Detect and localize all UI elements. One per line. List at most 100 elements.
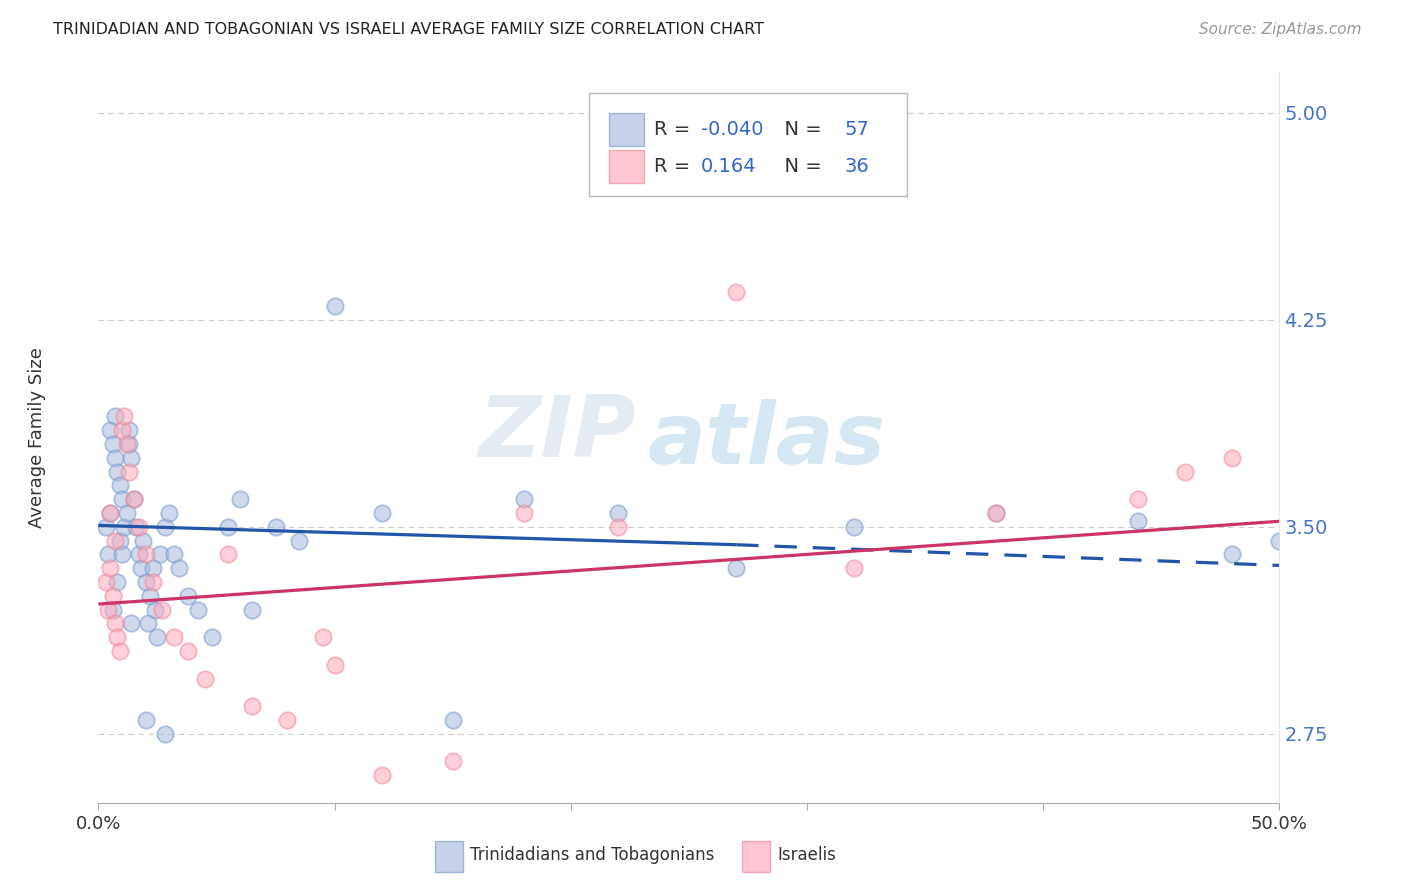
- Point: [122, 492, 145, 507]
- FancyBboxPatch shape: [434, 841, 464, 871]
- Point: [163, 630, 186, 644]
- Point: [1220, 450, 1243, 465]
- Point: [132, 533, 155, 548]
- Point: [112, 520, 135, 534]
- Text: -0.040: -0.040: [700, 120, 763, 139]
- Point: [163, 548, 186, 562]
- Point: [288, 533, 311, 548]
- Point: [153, 520, 176, 534]
- Point: [844, 520, 866, 534]
- Text: atlas: atlas: [648, 400, 886, 483]
- Point: [105, 574, 128, 589]
- Point: [371, 768, 394, 782]
- Point: [101, 589, 124, 603]
- Point: [112, 409, 135, 424]
- Point: [111, 548, 134, 562]
- Point: [157, 506, 180, 520]
- FancyBboxPatch shape: [609, 150, 644, 183]
- Point: [94, 520, 117, 534]
- Text: Trinidadians and Tobagonians: Trinidadians and Tobagonians: [471, 847, 714, 864]
- Point: [94, 574, 117, 589]
- Point: [101, 602, 124, 616]
- Text: R =: R =: [654, 120, 696, 139]
- Point: [441, 755, 464, 769]
- Point: [136, 616, 159, 631]
- Point: [371, 506, 394, 520]
- Point: [104, 409, 127, 424]
- Point: [108, 533, 131, 548]
- Point: [607, 520, 630, 534]
- Point: [194, 672, 217, 686]
- Point: [725, 561, 748, 575]
- Point: [149, 548, 172, 562]
- Point: [98, 561, 121, 575]
- Text: Source: ZipAtlas.com: Source: ZipAtlas.com: [1198, 22, 1361, 37]
- Point: [129, 561, 152, 575]
- Point: [111, 492, 134, 507]
- Point: [1126, 514, 1149, 528]
- Text: ZIP: ZIP: [478, 392, 636, 475]
- Text: TRINIDADIAN AND TOBAGONIAN VS ISRAELI AVERAGE FAMILY SIZE CORRELATION CHART: TRINIDADIAN AND TOBAGONIAN VS ISRAELI AV…: [53, 22, 765, 37]
- Point: [97, 548, 120, 562]
- Point: [187, 602, 209, 616]
- FancyBboxPatch shape: [742, 841, 770, 871]
- Point: [128, 520, 150, 534]
- Point: [276, 713, 298, 727]
- Text: N =: N =: [772, 157, 828, 176]
- Point: [264, 520, 287, 534]
- Point: [115, 506, 138, 520]
- Point: [217, 520, 239, 534]
- Point: [229, 492, 252, 507]
- Point: [177, 644, 200, 658]
- Point: [142, 574, 165, 589]
- Text: N =: N =: [772, 120, 828, 139]
- Point: [240, 602, 263, 616]
- Point: [1220, 548, 1243, 562]
- Point: [984, 506, 1007, 520]
- Point: [984, 506, 1007, 520]
- Point: [135, 574, 157, 589]
- Point: [153, 727, 176, 741]
- Point: [135, 713, 157, 727]
- Point: [217, 548, 239, 562]
- Point: [135, 548, 157, 562]
- Point: [115, 437, 138, 451]
- Point: [108, 644, 131, 658]
- Point: [725, 285, 748, 300]
- Point: [312, 630, 335, 644]
- Point: [512, 506, 534, 520]
- FancyBboxPatch shape: [589, 94, 907, 195]
- Point: [125, 520, 148, 534]
- Point: [844, 561, 866, 575]
- FancyBboxPatch shape: [609, 113, 644, 146]
- Point: [143, 602, 166, 616]
- Point: [177, 589, 200, 603]
- Point: [118, 437, 141, 451]
- Point: [105, 630, 128, 644]
- Point: [240, 699, 263, 714]
- Text: 36: 36: [845, 157, 869, 176]
- Point: [139, 589, 162, 603]
- Point: [98, 423, 121, 437]
- Point: [201, 630, 224, 644]
- Point: [118, 423, 141, 437]
- Point: [98, 506, 121, 520]
- Point: [121, 450, 143, 465]
- Point: [128, 548, 150, 562]
- Point: [146, 630, 169, 644]
- Point: [98, 506, 121, 520]
- Point: [512, 492, 534, 507]
- Point: [118, 465, 141, 479]
- Point: [108, 478, 131, 492]
- Text: 0.164: 0.164: [700, 157, 756, 176]
- Point: [1126, 492, 1149, 507]
- Point: [441, 713, 464, 727]
- Point: [167, 561, 190, 575]
- Point: [121, 616, 143, 631]
- Point: [607, 506, 630, 520]
- Point: [104, 533, 127, 548]
- Point: [104, 450, 127, 465]
- Point: [111, 423, 134, 437]
- Point: [122, 492, 145, 507]
- Point: [323, 299, 346, 313]
